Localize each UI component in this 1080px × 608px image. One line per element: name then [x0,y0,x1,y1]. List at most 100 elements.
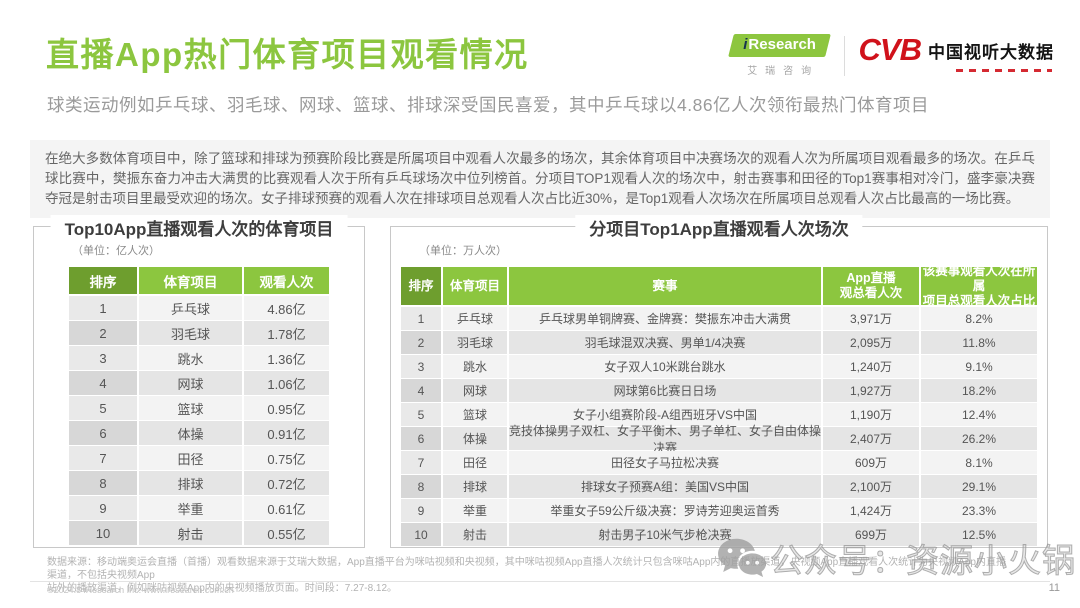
data-cell: 1.78亿 [244,321,329,345]
table-row: 1 乒乓球 乒乓球男单铜牌赛、金牌赛：樊振东冲击大满贯 3,971万 8.2% [401,307,1037,330]
rank-cell: 2 [69,321,137,345]
data-cell: 0.61亿 [244,496,329,520]
top10-table: 排序 体育项目 观看人次 1 乒乓球 4.86亿 2 羽毛球 1.78亿 3 跳水 1.36亿 4… [69,267,329,546]
header-total-viewers: App直播 观总看人次 [823,267,919,305]
data-cell: 乒乓球男单铜牌赛、金牌赛：樊振东冲击大满贯 [509,307,821,330]
rank-cell: 3 [401,355,441,378]
data-cell: 12.4% [921,403,1037,426]
top10-panel-title: Top10App直播观看人次的体育项目 [50,215,348,240]
top1-table: 排序 体育项目 赛事 App直播 观总看人次 该赛事观看人次在所属 项目总观看人… [401,263,1037,547]
top10-panel: Top10App直播观看人次的体育项目 （单位：亿人次） 排序 体育项目 观看人… [33,215,365,548]
data-cell: 射击 [443,523,507,546]
data-cell: 0.55亿 [244,521,329,545]
cvb-logo: CVB 中国视听大数据 [859,34,1054,72]
table-row: 9 举重 0.61亿 [69,496,329,520]
rank-cell: 3 [69,346,137,370]
data-cell: 排球 [139,471,242,495]
page-subtitle: 球类运动例如乒乓球、羽毛球、网球、篮球、排球深受国民喜爱，其中乒乓球以4.86亿… [47,95,930,115]
data-cell: 乒乓球 [139,296,242,320]
table-row: 6 体操 0.91亿 [69,421,329,445]
table-row: 6 体操 竞技体操男子双杠、女子平衡木、男子单杠、女子自由体操决赛 2,407万 26.… [401,423,1037,455]
data-cell: 4.86亿 [244,296,329,320]
data-cell: 11.8% [921,331,1037,354]
top1-unit-label: （单位：万人次） [419,245,507,257]
table-row: 7 田径 0.75亿 [69,446,329,470]
summary-paragraph: 在绝大多数体育项目中，除了篮球和排球为预赛阶段比赛是所属项目中观看人次最多的场次… [30,140,1050,218]
data-cell: 举重 [443,499,507,522]
top1-panel-title: 分项目Top1App直播观看人次场次 [575,215,863,240]
iresearch-logo-shape: iResearch [727,34,831,57]
cvb-chinese-name: 中国视听大数据 [928,43,1054,62]
table-row: 3 跳水 1.36亿 [69,346,329,370]
page-number: 11 [1048,582,1060,594]
rank-cell: 9 [401,499,441,522]
rank-cell: 8 [69,471,137,495]
data-cell: 2,407万 [823,427,919,450]
logo-group: iResearch 艾瑞咨询 CVB 中国视听大数据 [727,34,1054,77]
data-cell: 网球 [139,371,242,395]
data-cell: 篮球 [443,403,507,426]
rank-cell: 5 [401,403,441,426]
data-cell: 609万 [823,451,919,474]
cvb-mark: CVB [858,32,922,67]
data-cell: 网球 [443,379,507,402]
data-cell: 2,095万 [823,331,919,354]
data-cell: 体操 [139,421,242,445]
rank-cell: 10 [69,521,137,545]
data-cell: 竞技体操男子双杠、女子平衡木、男子单杠、女子自由体操决赛 [509,423,822,455]
table-row: 5 篮球 女子小组赛阶段-A组西班牙VS中国 1,190万 12.4% [401,403,1037,426]
data-source-note: 数据来源：移动端奥运会直播（首播）观看数据来源于艾瑞大数据，App直播平台为咪咕… [47,556,1012,595]
table-row: 3 跳水 女子双人10米跳台跳水 1,240万 9.1% [401,355,1037,378]
data-cell: 699万 [823,523,919,546]
data-cell: 羽毛球 [443,331,507,354]
data-cell: 1,190万 [823,403,919,426]
rank-cell: 7 [401,451,441,474]
data-cell: 羽毛球混双决赛、男单1/4决赛 [509,331,821,354]
data-cell: 0.95亿 [244,396,329,420]
iresearch-logo-text: Research [748,36,816,53]
table-row: 4 网球 1.06亿 [69,371,329,395]
data-cell: 乒乓球 [443,307,507,330]
data-cell: 1,927万 [823,379,919,402]
iresearch-chinese-name: 艾瑞咨询 [747,66,820,77]
rank-cell: 4 [401,379,441,402]
top10-table-body: 1 乒乓球 4.86亿 2 羽毛球 1.78亿 3 跳水 1.36亿 4 网球 1.06亿 5 篮球 0.9… [69,296,329,546]
table-row: 5 篮球 0.95亿 [69,396,329,420]
footer-divider [30,581,1050,582]
data-cell: 1,240万 [823,355,919,378]
data-cell: 排球 [443,475,507,498]
data-cell: 0.72亿 [244,471,329,495]
table-row: 10 射击 0.55亿 [69,521,329,545]
source-line2: 站外的播放渠道，例如咪咕视频App内的央视频播放页面。时间段：7.27-8.12… [47,583,398,594]
iresearch-logo-i: i [743,36,748,53]
logo-divider [843,36,845,76]
iresearch-logo: iResearch 艾瑞咨询 [727,34,831,77]
data-cell: 8.2% [921,307,1037,330]
data-cell: 0.75亿 [244,446,329,470]
data-cell: 跳水 [139,346,242,370]
data-cell: 9.1% [921,355,1037,378]
top1-table-header: 排序 体育项目 赛事 App直播 观总看人次 该赛事观看人次在所属 项目总观看人… [401,263,1037,308]
header-rank: 排序 [401,267,441,305]
rank-cell: 2 [401,331,441,354]
data-cell: 篮球 [139,396,242,420]
table-row: 9 举重 举重女子59公斤级决赛：罗诗芳迎奥运首秀 1,424万 23.3% [401,499,1037,522]
data-cell: 举重 [139,496,242,520]
rank-cell: 10 [401,523,441,546]
header-event: 赛事 [509,267,821,305]
top1-panel: 分项目Top1App直播观看人次场次 （单位：万人次） 排序 体育项目 赛事 A… [390,215,1048,548]
data-cell: 举重女子59公斤级决赛：罗诗芳迎奥运首秀 [509,499,821,522]
page-title: 直播App热门体育项目观看情况 [46,36,529,73]
data-cell: 田径 [443,451,507,474]
table-row: 2 羽毛球 1.78亿 [69,321,329,345]
table-row: 7 田径 田径女子马拉松决赛 609万 8.1% [401,451,1037,474]
data-cell: 0.91亿 [244,421,329,445]
header-share: 该赛事观看人次在所属 项目总观看人次占比 [921,263,1037,308]
table-row: 1 乒乓球 4.86亿 [69,296,329,320]
data-cell: 田径 [139,446,242,470]
data-cell: 女子小组赛阶段-A组西班牙VS中国 [509,403,821,426]
watermark: 公众号：资源小火锅 [716,534,1076,582]
data-cell: 1,424万 [823,499,919,522]
table-row: 2 羽毛球 羽毛球混双决赛、男单1/4决赛 2,095万 11.8% [401,331,1037,354]
rank-cell: 8 [401,475,441,498]
